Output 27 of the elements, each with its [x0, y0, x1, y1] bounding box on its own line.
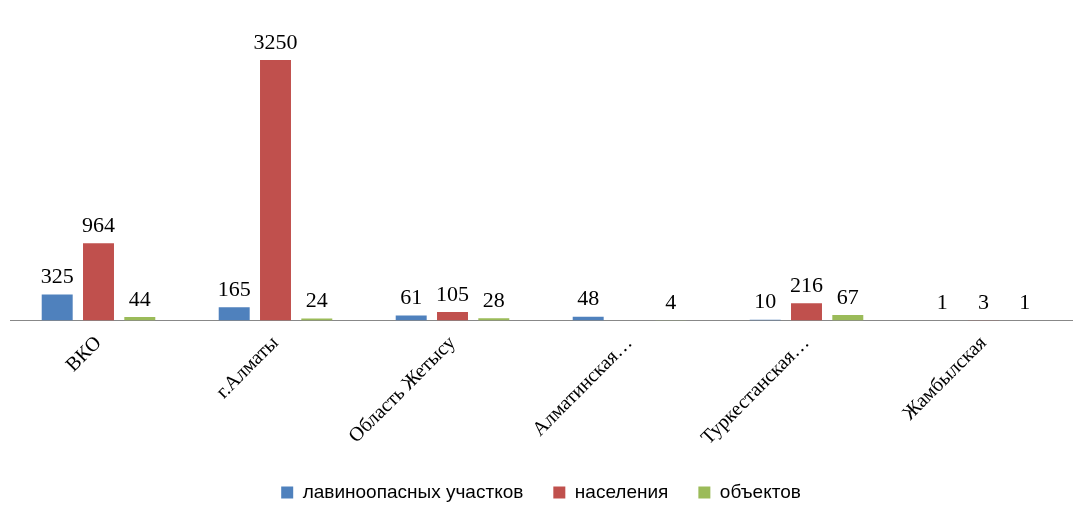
- data-label: 44: [128, 285, 151, 311]
- legend-label: лавиноопасных участков: [302, 480, 524, 502]
- data-label: 325: [40, 263, 74, 289]
- legend-label: объектов: [719, 480, 801, 502]
- data-label: 10: [754, 288, 777, 314]
- bar: [832, 315, 864, 321]
- data-label: 28: [482, 287, 505, 313]
- data-label: 105: [436, 280, 469, 306]
- data-label: 1: [1019, 289, 1031, 315]
- data-label: 216: [790, 271, 823, 297]
- legend-label: населения: [574, 480, 669, 502]
- data-label: 3250: [253, 28, 298, 54]
- data-label: 964: [82, 212, 115, 237]
- bar: [41, 294, 73, 321]
- data-label: 1: [936, 289, 948, 315]
- data-label: 67: [836, 283, 859, 309]
- bar: [83, 243, 114, 321]
- bar: [791, 303, 822, 321]
- data-label: 4: [665, 288, 677, 314]
- data-label: 165: [217, 276, 251, 302]
- bar: [260, 60, 291, 321]
- data-label: 24: [305, 287, 328, 313]
- bar: [437, 312, 468, 321]
- data-label: 61: [400, 284, 423, 310]
- data-label: 48: [577, 285, 600, 311]
- data-label: 3: [978, 289, 989, 315]
- bar: [218, 307, 250, 321]
